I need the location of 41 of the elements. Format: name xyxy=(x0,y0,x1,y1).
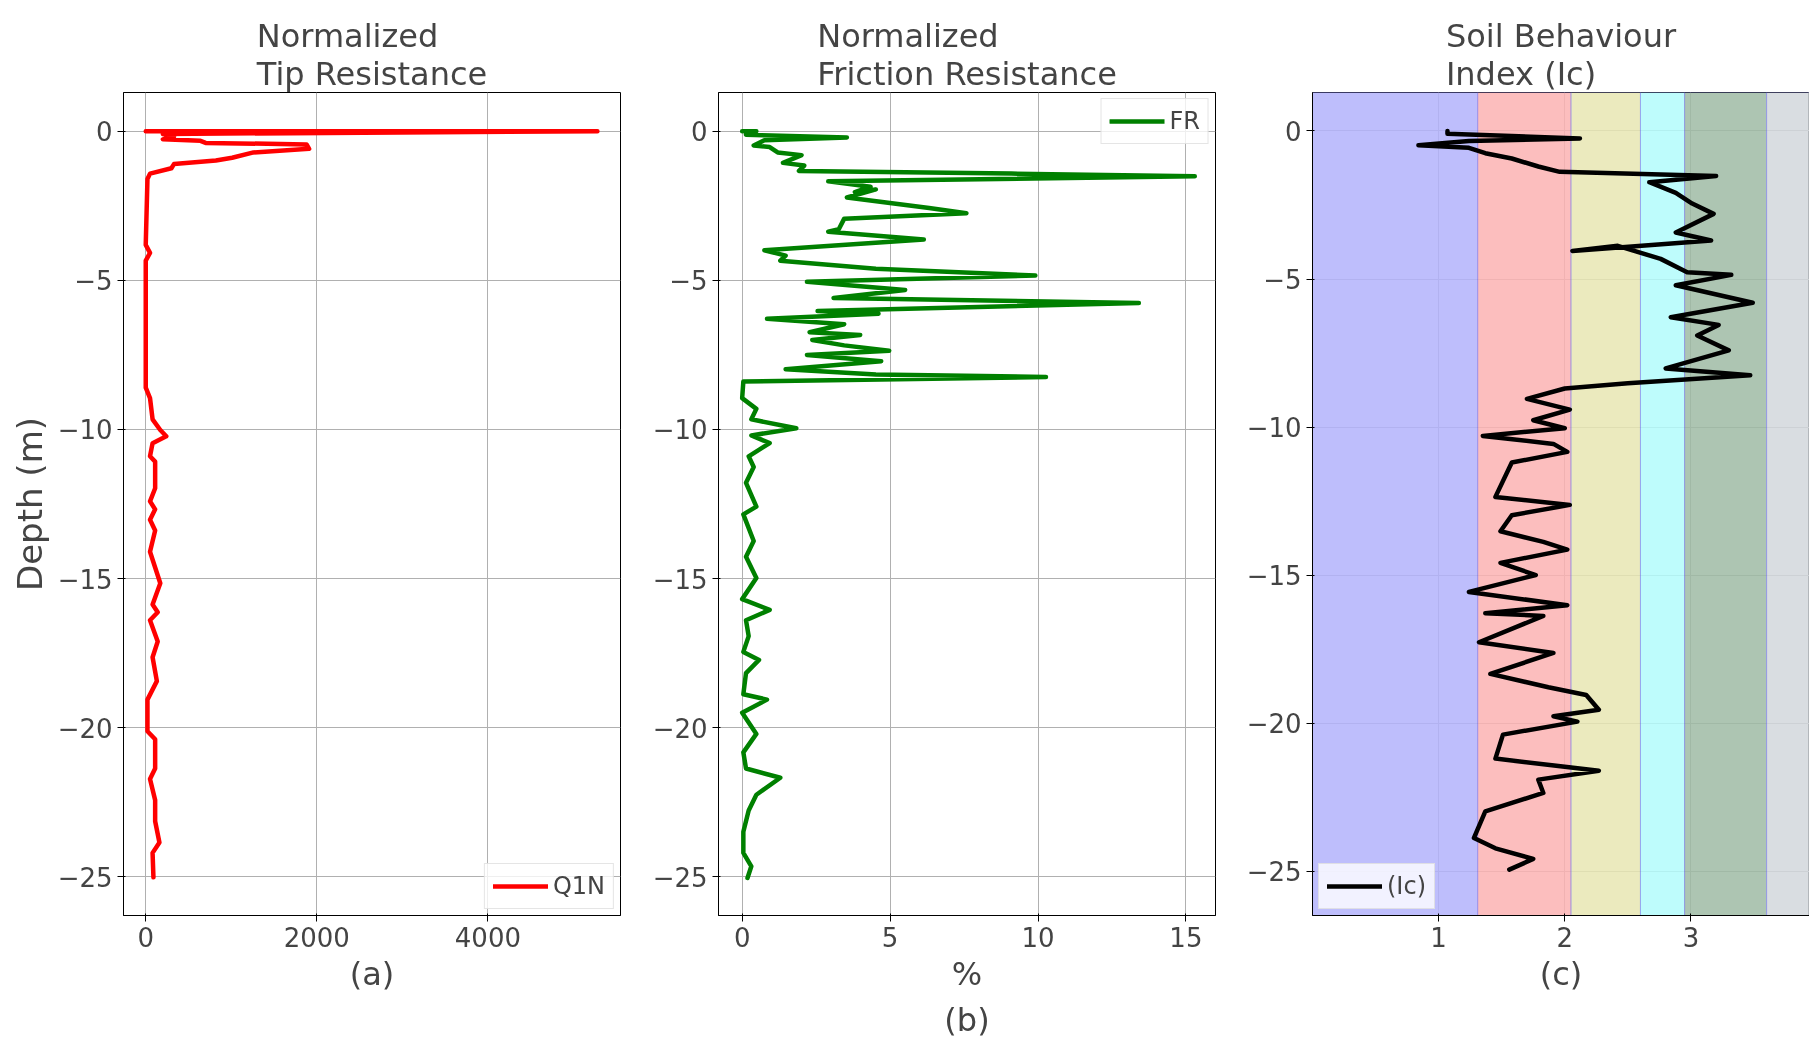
y-tick-label: 0 xyxy=(1284,116,1302,147)
text: (c) xyxy=(1539,954,1583,993)
y-tick-label: −25 xyxy=(57,862,113,893)
legend-label: (Ic) xyxy=(1387,872,1426,900)
y-axis-title: Depth (m) xyxy=(9,416,50,592)
x-tick-label: 4000 xyxy=(454,922,521,953)
y-tick-label: −15 xyxy=(652,564,708,595)
x-tick-label: 1 xyxy=(1430,922,1447,953)
x-axis-title: % xyxy=(951,954,983,993)
y-tick-label: −10 xyxy=(652,415,708,446)
legend-label: FR xyxy=(1169,107,1200,135)
chart-title: Soil Behaviour Index (Ic) xyxy=(1445,16,1677,93)
text: (a) xyxy=(349,954,395,993)
x-tick-label: 2 xyxy=(1556,922,1574,953)
y-tick-label: 0 xyxy=(690,117,708,148)
y-tick-label: −10 xyxy=(57,415,113,446)
line-series xyxy=(739,129,1198,881)
y-tick-label: −25 xyxy=(1246,857,1302,888)
y-tick-label: −20 xyxy=(652,713,708,744)
x-tick-label: 2000 xyxy=(283,922,350,953)
legend-label: Q1N xyxy=(552,872,605,900)
x-tick-label: 0 xyxy=(137,922,155,953)
x-tick-label: 3 xyxy=(1682,922,1700,953)
y-tick-label: −20 xyxy=(57,713,113,744)
chart-title: Normalized Tip Resistance xyxy=(255,16,488,93)
line-series xyxy=(1416,128,1755,872)
y-tick-label: −15 xyxy=(1246,561,1302,592)
y-tick-label: −20 xyxy=(1246,709,1302,740)
x-tick-label: 15 xyxy=(1169,922,1203,953)
x-tick-label: 5 xyxy=(881,922,899,953)
y-tick-label: −5 xyxy=(669,266,708,297)
y-tick-label: −15 xyxy=(57,564,113,595)
y-tick-label: −5 xyxy=(74,266,113,297)
text: (b) xyxy=(944,1000,990,1039)
y-tick-label: 0 xyxy=(95,117,113,148)
y-tick-label: −5 xyxy=(1263,265,1302,296)
x-tick-label: 0 xyxy=(733,922,751,953)
y-tick-label: −10 xyxy=(1246,413,1302,444)
y-tick-label: −25 xyxy=(652,862,708,893)
chart-title: Normalized Friction Resistance xyxy=(817,16,1117,93)
x-tick-label: 10 xyxy=(1021,922,1055,953)
